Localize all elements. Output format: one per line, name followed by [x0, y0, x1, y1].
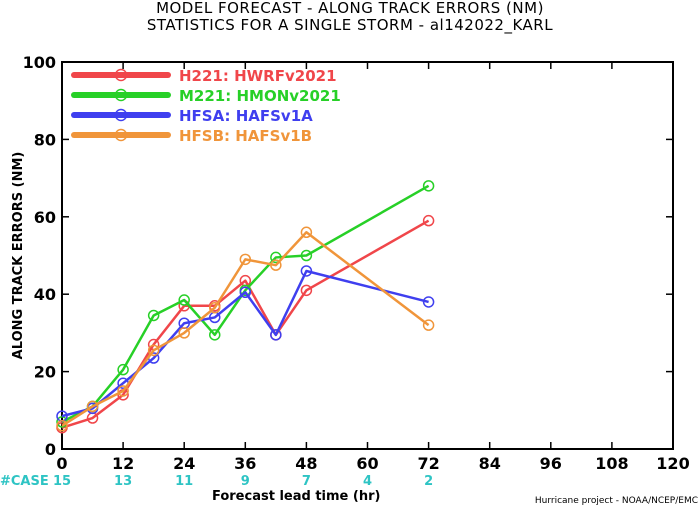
- x-tick-label: 96: [540, 454, 562, 473]
- data-point: [117, 363, 129, 376]
- case-count: 11: [175, 474, 193, 489]
- y-tick-label: 80: [34, 130, 56, 149]
- legend-label: HFSA: HAFSv1A: [179, 107, 313, 125]
- data-point: [270, 251, 282, 264]
- credit-text: Hurricane project - NOAA/NCEP/EMC: [535, 496, 698, 506]
- case-count: 9: [241, 474, 250, 489]
- x-tick-label: 12: [112, 454, 134, 473]
- case-count: 2: [424, 474, 433, 489]
- series-line: [61, 231, 430, 427]
- x-tick-label: 24: [173, 454, 195, 473]
- series-line: [61, 184, 430, 424]
- y-tick-label: 20: [34, 363, 56, 382]
- data-point: [422, 296, 435, 308]
- case-count: 4: [363, 474, 372, 489]
- x-tick-label: 36: [234, 454, 256, 473]
- x-tick-label: 48: [295, 454, 317, 473]
- x-tick-label: 0: [56, 454, 67, 473]
- series-1: [56, 214, 435, 434]
- x-axis-ticks: 0 12 24 36 48 60 72 84 96 108 120: [56, 62, 690, 473]
- y-tick-label: 40: [34, 285, 56, 304]
- legend-marker: [114, 88, 128, 102]
- case-counts: 15 13 11 9 7 4 2: [53, 474, 433, 489]
- y-axis-ticks: 0 20 40 60 80 100: [23, 53, 673, 459]
- data-point: [300, 226, 313, 239]
- data-point: [300, 249, 313, 262]
- chart-subtitle: STATISTICS FOR A SINGLE STORM - al142022…: [146, 16, 554, 34]
- case-label: #CASE: [0, 474, 49, 489]
- x-tick-label: 84: [479, 454, 501, 473]
- legend-marker: [114, 68, 128, 82]
- data-point: [239, 286, 252, 299]
- case-count: 7: [302, 474, 311, 489]
- data-point: [300, 265, 313, 277]
- data-point: [86, 400, 99, 413]
- legend-item: M221: HMONv2021: [71, 87, 341, 105]
- legend-item: HFSB: HAFSv1B: [71, 127, 312, 145]
- x-tick-label: 120: [656, 454, 689, 473]
- data-point: [147, 344, 160, 357]
- data-point: [422, 180, 435, 192]
- x-axis-label: Forecast lead time (hr): [212, 489, 380, 504]
- data-point: [209, 329, 221, 341]
- data-point: [117, 385, 129, 397]
- data-point: [178, 294, 190, 306]
- data-point: [300, 284, 313, 297]
- case-count: 15: [53, 474, 71, 489]
- data-point: [178, 327, 190, 339]
- x-tick-label: 108: [595, 454, 628, 473]
- legend-item: H221: HWRFv2021: [71, 67, 337, 85]
- x-tick-label: 72: [417, 454, 439, 473]
- legend-marker: [114, 128, 128, 142]
- legend: H221: HWRFv2021 M221: HMONv2021 HFSA: HAFS…: [71, 67, 341, 145]
- y-tick-label: 100: [23, 53, 56, 72]
- chart-title: MODEL FORECAST - ALONG TRACK ERRORS (NM): [156, 0, 544, 17]
- data-point: [422, 319, 435, 331]
- legend-label: HFSB: HAFSv1B: [179, 127, 312, 145]
- legend-label: H221: HWRFv2021: [179, 67, 337, 85]
- series-line: [61, 219, 430, 429]
- data-point: [56, 420, 68, 432]
- y-axis-label: ALONG TRACK ERRORS (NM): [11, 152, 26, 360]
- y-tick-label: 0: [45, 440, 56, 459]
- data-point: [270, 329, 282, 341]
- case-count: 13: [114, 474, 132, 489]
- series-4: [56, 226, 435, 432]
- y-tick-label: 60: [34, 208, 56, 227]
- data-point: [270, 259, 282, 271]
- data-point: [209, 301, 221, 314]
- legend-marker: [114, 108, 128, 122]
- data-point: [422, 214, 435, 227]
- data-point: [147, 309, 160, 322]
- series-lines: [56, 180, 435, 434]
- legend-label: M221: HMONv2021: [179, 87, 341, 105]
- data-point: [239, 253, 252, 266]
- legend-item: HFSA: HAFSv1A: [71, 107, 313, 125]
- x-tick-label: 60: [356, 454, 378, 473]
